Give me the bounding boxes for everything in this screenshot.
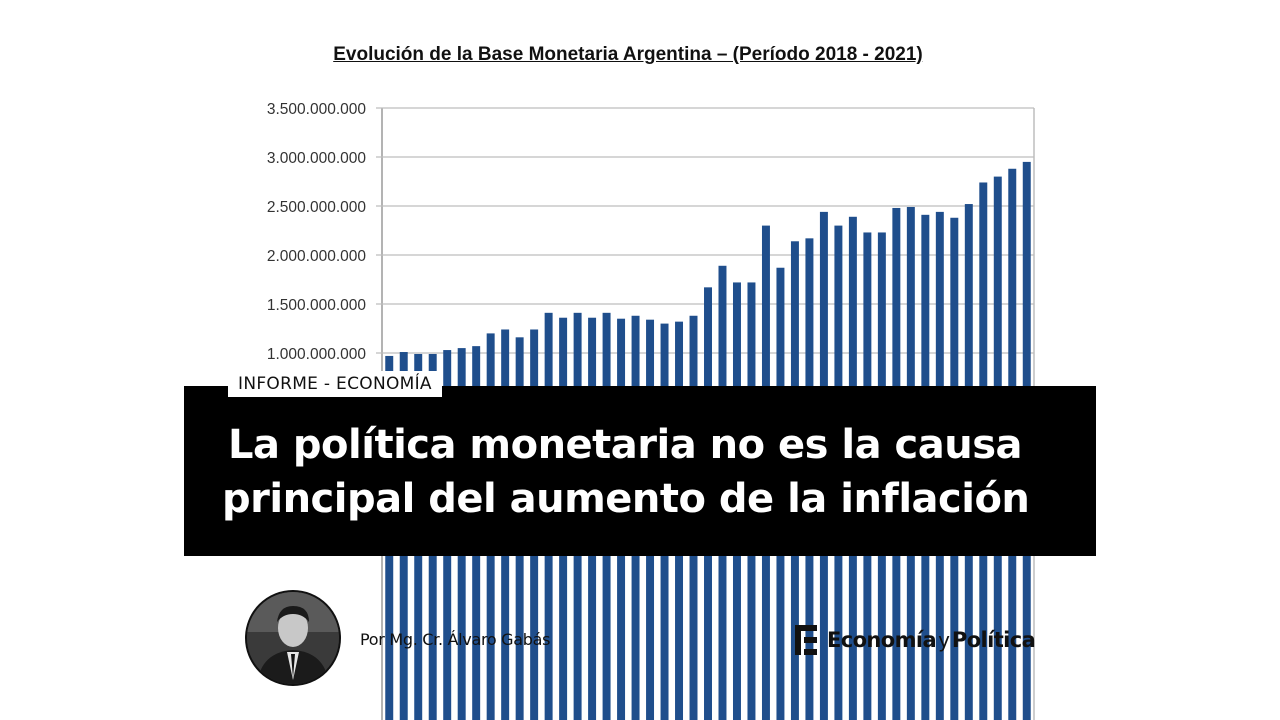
y-tick-label: 2.000.000.000 (267, 248, 367, 265)
y-tick-label: 1.500.000.000 (267, 297, 367, 314)
headline-line-1: La política monetaria no es la causa (228, 422, 1023, 468)
brand-word-y: y (938, 628, 950, 652)
author-byline: Por Mg. Cr. Álvaro Gabás (360, 630, 551, 649)
brand-logo: Economía y Política (795, 624, 1036, 656)
y-tick-label: 3.000.000.000 (267, 150, 367, 167)
y-axis-ticks: 3.500.000.000 3.000.000.000 2.500.000.000 2… (267, 101, 367, 363)
section-label: INFORME - ECONOMÍA (228, 371, 442, 397)
headline-box: La política monetaria no es la causa pri… (184, 386, 1096, 556)
author-avatar (245, 590, 341, 686)
y-tick-label: 1.000.000.000 (267, 346, 367, 363)
chart-title: Evolución de la Base Monetaria Argentina… (333, 44, 923, 65)
brand-word-economia: Economía (827, 628, 937, 652)
y-tick-label: 3.500.000.000 (267, 101, 367, 118)
y-tick-label: 2.500.000.000 (267, 199, 367, 216)
headline-line-2: principal del aumento de la inflación (222, 476, 1030, 522)
brand-word-politica: Política (951, 628, 1036, 652)
brand-logo-icon (795, 625, 817, 655)
author-photo-icon (247, 592, 339, 684)
